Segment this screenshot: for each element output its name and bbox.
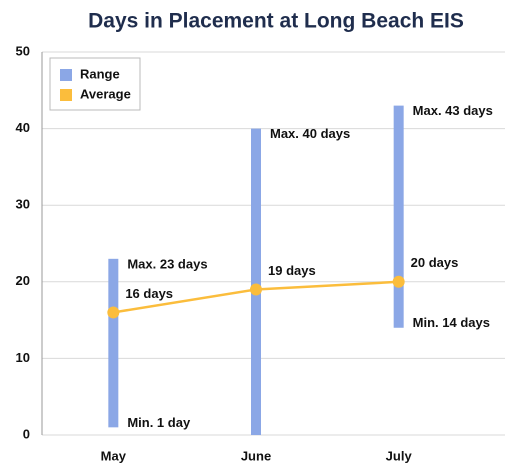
min-label: Min. 1 day (127, 415, 191, 430)
average-label: 20 days (411, 255, 459, 270)
average-label: 16 days (125, 286, 173, 301)
legend-box (49, 57, 141, 111)
y-tick-label: 30 (16, 197, 30, 212)
y-tick-label: 40 (16, 120, 30, 135)
x-tick-label: May (101, 448, 127, 463)
legend-swatch (60, 89, 72, 101)
legend-label: Range (80, 66, 120, 81)
average-point (107, 306, 120, 319)
min-label: Min. 14 days (413, 315, 490, 330)
max-label: Max. 23 days (127, 256, 207, 271)
legend-label: Average (80, 86, 131, 101)
legend-swatch (60, 69, 72, 81)
y-tick-label: 20 (16, 273, 30, 288)
chart-title: Days in Placement at Long Beach EIS (88, 10, 464, 33)
range-bar (393, 105, 404, 328)
y-tick-label: 0 (23, 426, 30, 441)
range-bar (251, 128, 261, 435)
max-label: Max. 40 days (270, 126, 350, 141)
average-label: 19 days (268, 263, 316, 278)
x-tick-label: July (386, 448, 413, 463)
y-tick-label: 10 (16, 350, 30, 365)
y-tick-label: 50 (16, 43, 30, 58)
range-bar (108, 258, 119, 428)
x-tick-label: June (241, 448, 271, 463)
max-label: Max. 43 days (413, 103, 493, 118)
average-point (250, 283, 262, 296)
average-point (392, 275, 405, 288)
